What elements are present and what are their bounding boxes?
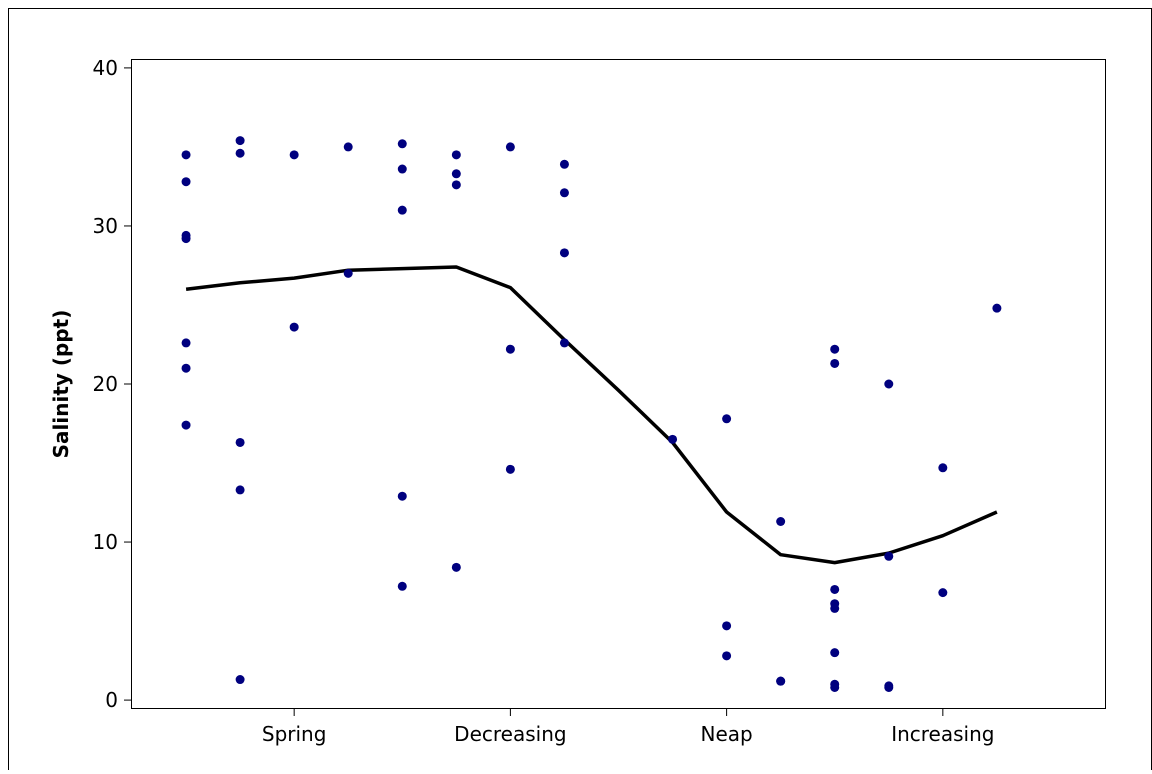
data-point	[181, 338, 191, 348]
data-point	[397, 581, 407, 591]
y-tick-label: 40	[93, 56, 118, 80]
x-tick-label: Spring	[262, 722, 327, 746]
data-point	[181, 420, 191, 430]
data-point	[289, 322, 299, 332]
data-point	[722, 651, 732, 661]
data-point	[505, 344, 515, 354]
data-point	[397, 205, 407, 215]
data-point	[235, 437, 245, 447]
x-tick-label: Neap	[701, 722, 753, 746]
data-point	[830, 682, 840, 692]
y-tick-label: 10	[93, 530, 118, 554]
y-tick-label: 30	[93, 214, 118, 238]
data-point	[451, 169, 461, 179]
data-point	[559, 248, 569, 258]
data-point	[451, 180, 461, 190]
data-point	[830, 584, 840, 594]
data-point	[938, 588, 948, 598]
data-point	[235, 485, 245, 495]
data-point	[181, 363, 191, 373]
y-axis: 0 10 20 30 40	[93, 56, 132, 712]
data-point	[884, 682, 894, 692]
data-point	[181, 234, 191, 244]
data-point	[397, 164, 407, 174]
data-point	[884, 379, 894, 389]
data-point	[830, 648, 840, 658]
data-point	[451, 562, 461, 572]
x-tick-label: Decreasing	[454, 722, 566, 746]
data-point	[992, 303, 1002, 313]
data-point	[343, 268, 353, 278]
data-point	[181, 177, 191, 187]
y-tick-label: 20	[93, 372, 118, 396]
data-point	[776, 676, 786, 686]
data-point	[559, 188, 569, 198]
data-point	[235, 136, 245, 146]
data-point	[938, 463, 948, 473]
data-point	[830, 344, 840, 354]
data-point	[235, 675, 245, 685]
x-axis: Spring Decreasing Neap Increasing	[262, 708, 994, 746]
trend-line	[185, 265, 998, 565]
data-point	[722, 414, 732, 424]
y-tick-label: 0	[105, 688, 118, 712]
plot-area	[131, 59, 1106, 709]
data-point	[343, 142, 353, 152]
data-points	[181, 136, 1002, 692]
x-tick-label: Increasing	[891, 722, 994, 746]
data-point	[668, 434, 678, 444]
data-point	[884, 551, 894, 561]
data-point	[181, 150, 191, 160]
data-point	[559, 159, 569, 169]
data-point	[830, 603, 840, 613]
data-point	[289, 150, 299, 160]
data-point	[505, 464, 515, 474]
data-point	[397, 139, 407, 149]
data-point	[830, 358, 840, 368]
data-point	[451, 150, 461, 160]
data-point	[235, 148, 245, 158]
trend-line-group	[185, 265, 998, 565]
data-point	[505, 142, 515, 152]
y-axis-title: Salinity (ppt)	[49, 310, 73, 459]
data-point	[722, 621, 732, 631]
data-point	[776, 517, 786, 527]
data-point	[559, 338, 569, 348]
data-point	[397, 491, 407, 501]
